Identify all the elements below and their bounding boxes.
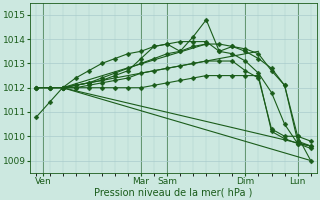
X-axis label: Pression niveau de la mer( hPa ): Pression niveau de la mer( hPa ) [94, 187, 253, 197]
